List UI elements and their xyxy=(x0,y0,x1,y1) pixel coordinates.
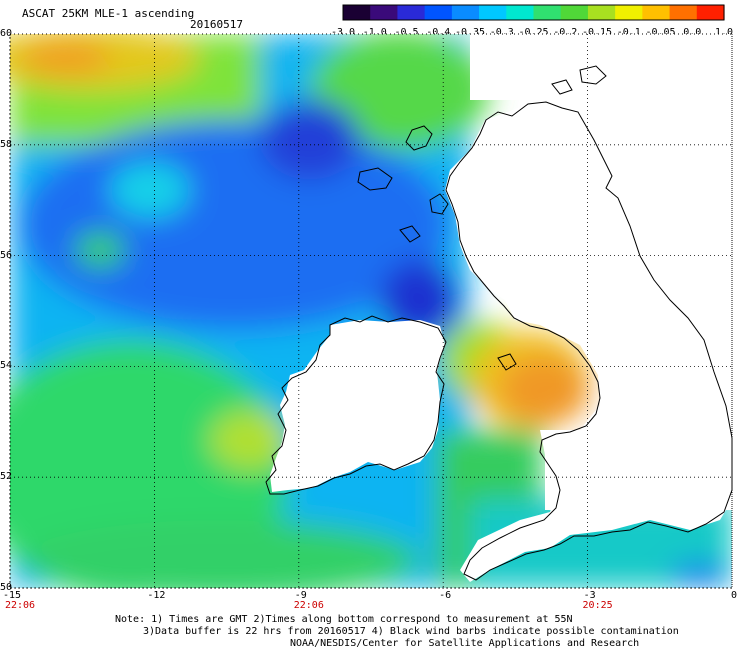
colorbar-swatch xyxy=(533,5,562,20)
colorbar-tick-label: -1.0 xyxy=(363,27,387,38)
chart-title: ASCAT 25KM MLE-1 ascending xyxy=(22,7,195,20)
scottish-islands-coastline xyxy=(357,65,607,371)
lon-label: -15 xyxy=(2,590,22,601)
lat-label: 58 xyxy=(0,138,13,150)
note-line-3: NOAA/NESDIS/Center for Satellite Applica… xyxy=(290,638,640,649)
color-scale-bar: -3.0 -1.0 -0.5 -0.4 -0.35 -0.3 -0.25 -0.2 -0.15-… xyxy=(331,4,733,38)
ireland-coastline xyxy=(265,315,447,495)
note-line-2: 3)Data buffer is 22 hrs from 20160517 4)… xyxy=(143,626,679,637)
colorbar-tick-label: -0.5 xyxy=(394,27,418,38)
graticule xyxy=(9,33,733,589)
great-britain-coastline xyxy=(445,101,733,581)
colorbar-tick-label: -0.4 xyxy=(426,27,450,38)
lat-label: 54 xyxy=(0,360,13,372)
colorbar-swatch xyxy=(560,5,589,20)
lat-label: 50 xyxy=(0,582,13,593)
lon-label: 0 xyxy=(730,590,738,601)
lon-label: -6 xyxy=(439,590,452,601)
colorbar-border xyxy=(342,4,725,21)
colorbar-tick-label: -0.3 xyxy=(490,27,514,38)
colorbar-tick-label: -0.15 xyxy=(582,27,612,38)
colorbar-swatch xyxy=(397,5,426,20)
lon-label: -9 xyxy=(294,590,307,601)
time-label: 20:25 xyxy=(582,600,613,611)
colorbar-tick-label: 1.0 xyxy=(715,27,733,38)
colorbar-tick-label: 0.0 xyxy=(683,27,701,38)
time-label: 22:06 xyxy=(293,600,324,611)
colorbar-swatch xyxy=(451,5,480,20)
colorbar-swatch xyxy=(615,5,643,20)
map-frame xyxy=(9,33,733,589)
colorbar-swatch xyxy=(343,5,371,20)
note-line-1: Note: 1) Times are GMT 2)Times along bot… xyxy=(115,614,573,625)
colorbar-tick-label: -0.05 xyxy=(645,27,675,38)
chart-date: 20160517 xyxy=(190,18,243,31)
colorbar-swatch xyxy=(506,5,535,20)
colorbar-swatch xyxy=(669,5,698,20)
colorbar-tick-label: -0.1 xyxy=(617,27,641,38)
colorbar-swatch xyxy=(642,5,671,20)
colorbar-swatch xyxy=(479,5,507,20)
lat-label: 60 xyxy=(0,28,13,39)
colorbar-tick-label: -3.0 xyxy=(331,27,355,38)
lon-label: -12 xyxy=(147,590,166,601)
colorbar-tick-label: -0.25 xyxy=(518,27,548,38)
time-label: 22:06 xyxy=(4,600,36,611)
colorbar-tick-label: -0.35 xyxy=(455,27,485,38)
lat-label: 56 xyxy=(0,249,13,261)
colorbar-swatch xyxy=(424,5,453,20)
colorbar-swatch xyxy=(587,5,616,20)
colorbar-swatch xyxy=(696,5,725,20)
coastlines xyxy=(265,65,733,581)
land-masks xyxy=(270,34,732,582)
colorbar-swatch xyxy=(370,5,399,20)
colorbar-tick-label: -0.2 xyxy=(553,27,577,38)
lon-label: -3 xyxy=(583,590,596,601)
lat-label: 52 xyxy=(0,471,13,483)
